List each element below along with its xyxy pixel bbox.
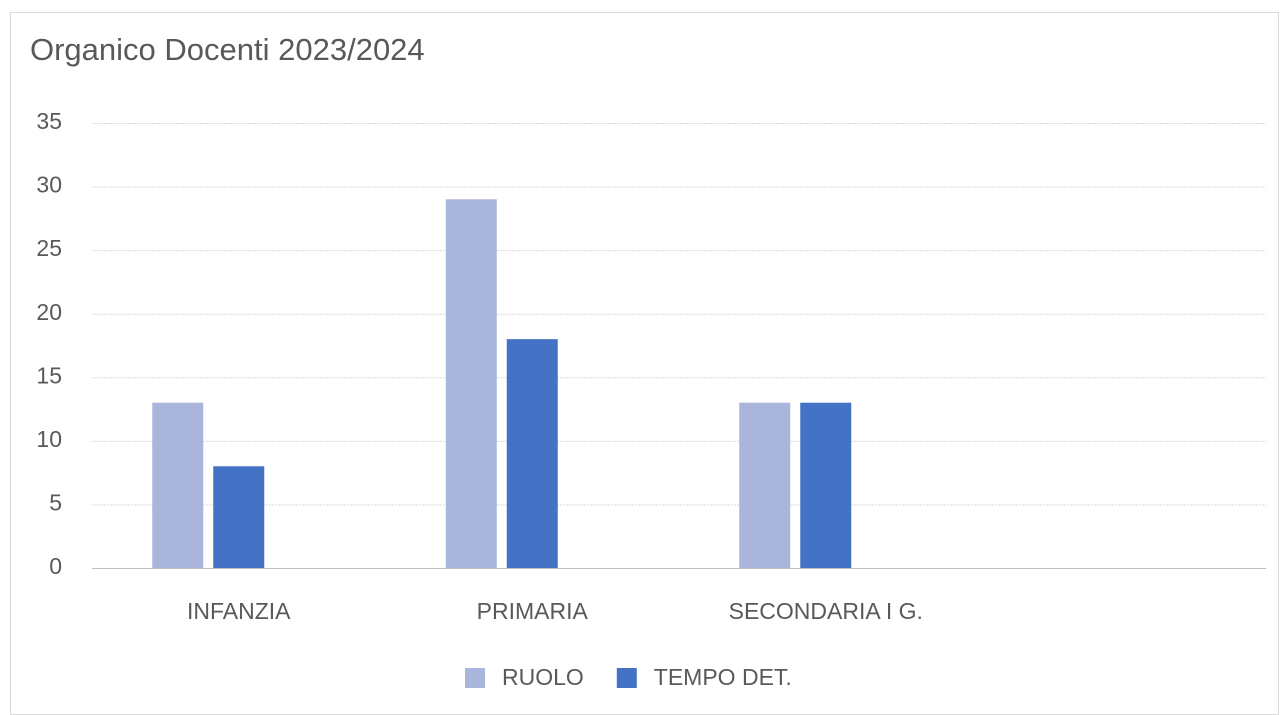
bar bbox=[739, 402, 791, 568]
bar bbox=[506, 339, 558, 568]
x-tick-label: PRIMARIA bbox=[477, 598, 589, 624]
y-tick-label: 15 bbox=[36, 362, 62, 388]
y-tick-label: 30 bbox=[36, 172, 62, 198]
legend-label: TEMPO DET. bbox=[654, 664, 792, 690]
y-tick-label: 25 bbox=[36, 235, 62, 261]
bar bbox=[445, 199, 497, 569]
bar bbox=[800, 402, 852, 568]
legend-swatch bbox=[616, 668, 637, 688]
y-tick-label: 20 bbox=[36, 299, 62, 325]
y-tick-label: 5 bbox=[49, 490, 62, 516]
legend-label: RUOLO bbox=[502, 664, 584, 690]
bar bbox=[213, 466, 265, 568]
bar bbox=[152, 402, 204, 568]
chart-title: Organico Docenti 2023/2024 bbox=[30, 32, 425, 67]
y-tick-label: 35 bbox=[36, 108, 62, 134]
x-tick-label: SECONDARIA I G. bbox=[729, 598, 923, 624]
legend-swatch bbox=[465, 668, 485, 688]
y-tick-label: 0 bbox=[49, 553, 62, 579]
chart-border bbox=[10, 12, 1279, 715]
y-tick-label: 10 bbox=[36, 426, 62, 452]
x-tick-label: INFANZIA bbox=[187, 598, 291, 624]
